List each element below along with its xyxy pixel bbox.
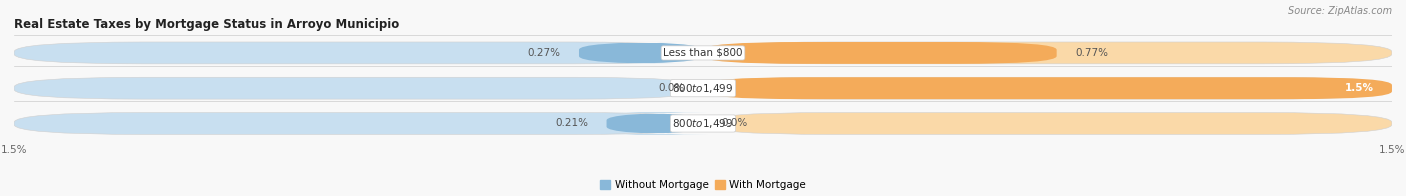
Text: Real Estate Taxes by Mortgage Status in Arroyo Municipio: Real Estate Taxes by Mortgage Status in … [14,18,399,31]
Text: Less than $800: Less than $800 [664,48,742,58]
Text: 0.27%: 0.27% [527,48,561,58]
Text: 0.77%: 0.77% [1076,48,1108,58]
Text: Source: ZipAtlas.com: Source: ZipAtlas.com [1288,6,1392,16]
Text: $800 to $1,499: $800 to $1,499 [672,82,734,95]
Text: 1.5%: 1.5% [1344,83,1374,93]
FancyBboxPatch shape [602,113,707,134]
Text: 0.21%: 0.21% [555,118,588,129]
FancyBboxPatch shape [14,113,703,134]
FancyBboxPatch shape [703,42,1057,64]
Legend: Without Mortgage, With Mortgage: Without Mortgage, With Mortgage [596,176,810,194]
FancyBboxPatch shape [14,77,703,99]
Text: 0.0%: 0.0% [721,118,748,129]
FancyBboxPatch shape [703,113,1392,134]
FancyBboxPatch shape [14,42,703,64]
FancyBboxPatch shape [703,77,1392,99]
FancyBboxPatch shape [579,42,703,64]
Text: 0.0%: 0.0% [658,83,685,93]
FancyBboxPatch shape [703,77,1392,99]
FancyBboxPatch shape [703,42,1392,64]
Text: $800 to $1,499: $800 to $1,499 [672,117,734,130]
